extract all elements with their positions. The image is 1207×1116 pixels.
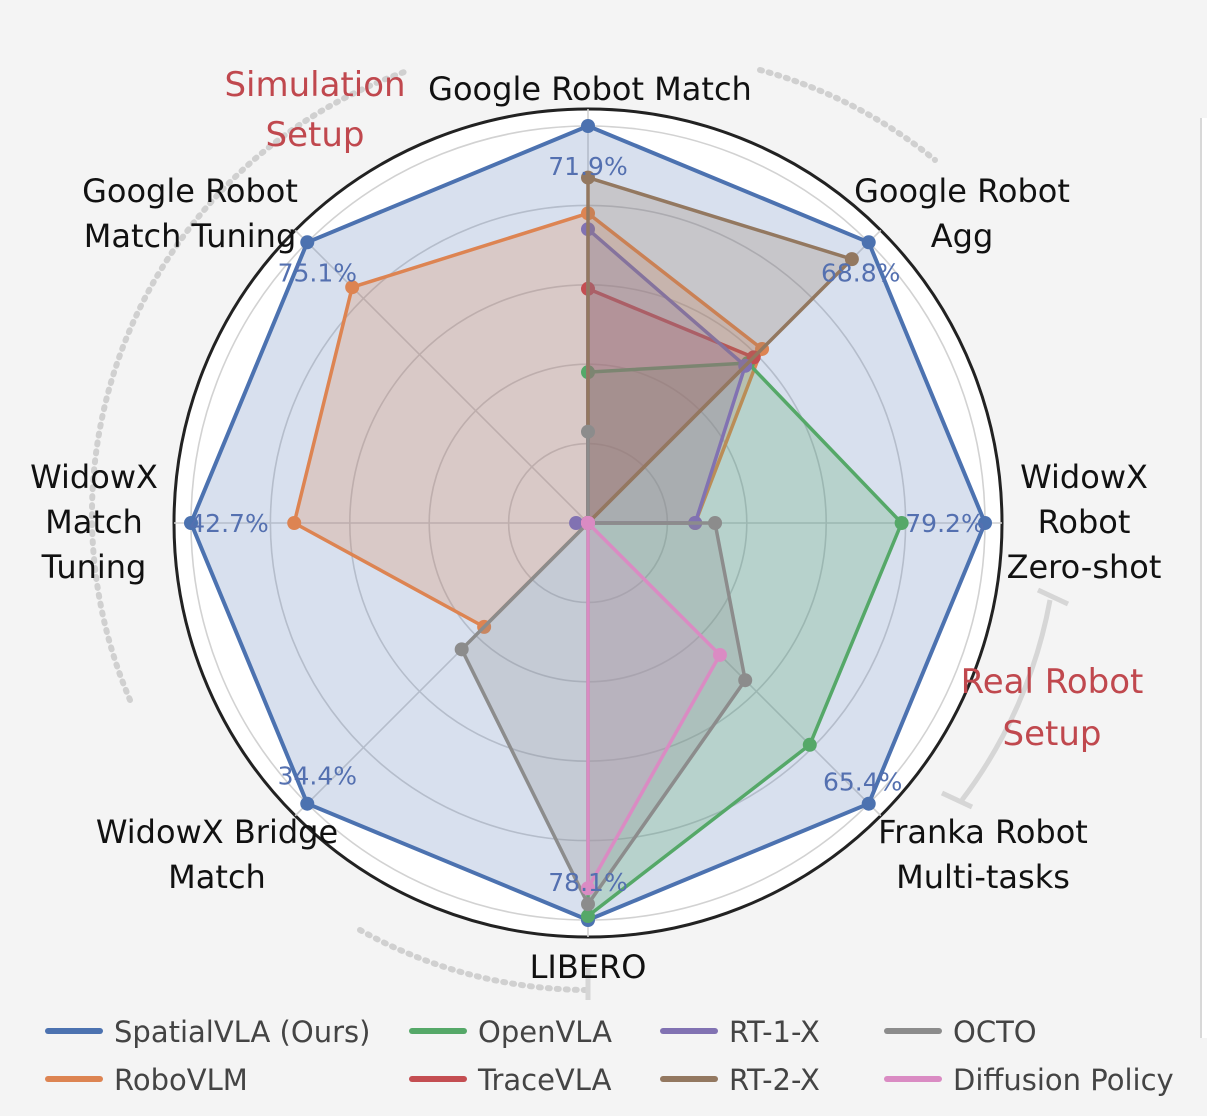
value-label: 79.2% [905, 509, 984, 538]
axis-label: LIBERO [530, 948, 647, 986]
legend-item: SpatialVLA (Ours) [45, 1015, 370, 1049]
series-diffusion-policy [581, 516, 727, 896]
data-point [581, 881, 595, 896]
legend-item: TraceVLA [409, 1063, 612, 1097]
legend-label: OCTO [953, 1015, 1037, 1049]
value-label: 68.8% [821, 258, 900, 287]
data-point [569, 516, 584, 530]
series-area [586, 521, 722, 890]
axis-label: Zero-shot [1007, 548, 1162, 586]
real-setup-bracket-end [940, 790, 974, 810]
data-point [802, 737, 817, 752]
simulation-arc-left [89, 67, 413, 703]
series-area [459, 429, 747, 906]
axis-label: Google Robot [854, 172, 1070, 210]
data-point [861, 796, 876, 811]
series-area [586, 175, 854, 525]
axis-label: Franka Robot [878, 813, 1088, 851]
data-point [581, 170, 595, 185]
axis-label: WidowX [1020, 458, 1148, 496]
data-point [978, 516, 992, 530]
real-setup-bracket [960, 599, 1053, 802]
legend-item: OCTO [884, 1015, 1037, 1049]
value-label: 78.1% [548, 868, 627, 897]
axis-label: Google Robot Match [428, 70, 752, 108]
legend-item: OpenVLA [409, 1015, 612, 1049]
axis-label: Match [168, 858, 266, 896]
data-point [581, 897, 595, 912]
data-point [581, 424, 595, 439]
data-point [454, 642, 469, 657]
axis-label: WidowX [30, 458, 158, 496]
real-setup-bracket-end [1036, 587, 1070, 607]
data-point [300, 796, 315, 811]
value-label: 65.4% [823, 768, 902, 797]
side-panel-edge [1200, 118, 1207, 1038]
setup-label-simulation: Setup [266, 115, 365, 155]
series-octo [454, 424, 753, 912]
setup-label-real: Real Robot [961, 662, 1144, 702]
legend-item: RoboVLM [45, 1063, 248, 1097]
grid-spoke [294, 229, 589, 524]
legend-label: TraceVLA [477, 1063, 612, 1097]
legend-label: Diffusion Policy [953, 1063, 1174, 1097]
legend-label: RoboVLM [114, 1063, 248, 1097]
axis-label: Tuning [41, 548, 147, 586]
simulation-arc-right [757, 67, 938, 163]
value-label: 75.1% [278, 258, 357, 287]
data-point [708, 516, 723, 530]
data-point [712, 647, 727, 662]
simulation-arc-bottom [357, 927, 591, 993]
data-point [581, 119, 595, 133]
data-point [184, 516, 198, 530]
legend-item: Diffusion Policy [884, 1063, 1174, 1097]
value-label: 71.9% [548, 152, 627, 181]
axis-label: Agg [931, 217, 994, 255]
axis-label: Match Tuning [84, 217, 297, 255]
data-point [861, 235, 876, 250]
data-point [581, 516, 595, 530]
data-point [300, 235, 315, 250]
data-point [287, 516, 302, 530]
legend-item: RT-1-X [660, 1015, 820, 1049]
legend-label: RT-1-X [729, 1015, 820, 1049]
value-label: 34.4% [278, 762, 357, 791]
axis-label: Match [45, 503, 143, 541]
data-point [894, 516, 909, 530]
legend-label: RT-2-X [729, 1063, 820, 1097]
setup-label-real: Setup [1003, 714, 1102, 754]
legend-label: SpatialVLA (Ours) [114, 1015, 370, 1049]
axis-label: Google Robot [82, 172, 298, 210]
data-point [738, 673, 753, 688]
value-label: 42.7% [189, 509, 268, 538]
axis-label: Multi-tasks [896, 858, 1070, 896]
legend-label: OpenVLA [478, 1015, 612, 1049]
data-point [844, 252, 859, 267]
legend-item: RT-2-X [660, 1063, 820, 1097]
axis-label: Robot [1038, 503, 1131, 541]
data-point [345, 280, 360, 295]
data-point [581, 909, 595, 924]
setup-label-simulation: Simulation [224, 65, 405, 105]
axis-label: WidowX Bridge [96, 813, 338, 851]
